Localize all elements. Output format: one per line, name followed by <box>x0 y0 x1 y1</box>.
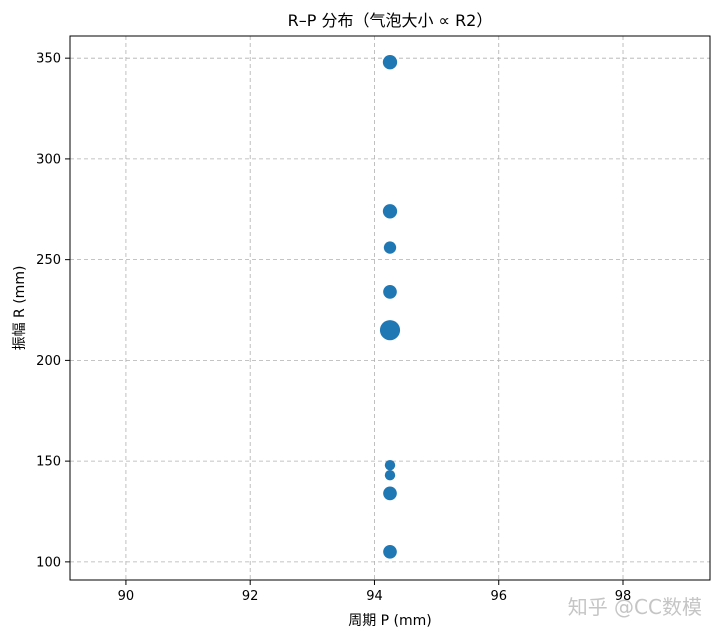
data-point <box>383 241 397 254</box>
y-tick-label: 150 <box>36 455 61 470</box>
x-tick-label: 94 <box>366 589 383 604</box>
y-tick-label: 300 <box>36 152 61 167</box>
y-axis-label: 振幅 R (mm) <box>12 266 28 351</box>
data-point <box>379 320 401 341</box>
x-tick-label: 98 <box>615 589 632 604</box>
data-point <box>383 285 397 299</box>
x-axis-label: 周期 P (mm) <box>348 613 432 629</box>
data-points <box>379 55 401 559</box>
x-tick-label: 90 <box>118 589 135 604</box>
data-point <box>382 204 398 219</box>
data-point <box>382 55 398 70</box>
watermark: 知乎 @CC数模 <box>567 595 702 619</box>
data-point <box>384 459 396 471</box>
data-point <box>383 544 397 559</box>
data-point <box>383 486 397 501</box>
chart-title: R–P 分布（气泡大小 ∝ R2） <box>288 11 493 30</box>
plot-frame <box>69 35 711 581</box>
y-tick-label: 350 <box>36 52 61 67</box>
y-tick-label: 200 <box>36 354 61 369</box>
x-tick-label: 96 <box>490 589 507 604</box>
data-point <box>384 470 396 481</box>
y-tick-label: 250 <box>36 253 61 268</box>
y-tick-label: 100 <box>36 555 61 570</box>
grid <box>70 36 710 580</box>
x-tick-label: 92 <box>242 589 259 604</box>
axis-ticks: 90 92 94 96 98 100 150 200 250 300 350 <box>36 52 631 604</box>
